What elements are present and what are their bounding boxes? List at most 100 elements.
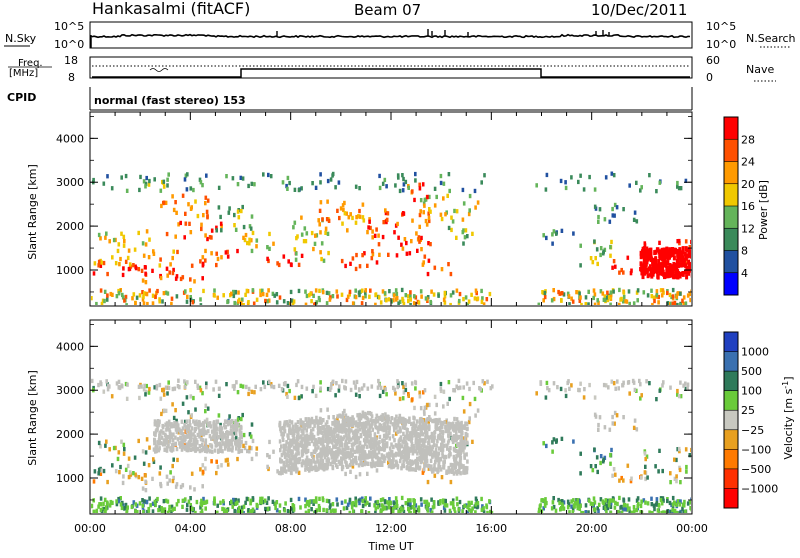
velocity-cell bbox=[181, 498, 185, 503]
power-cell bbox=[630, 268, 633, 273]
velocity-cell bbox=[409, 502, 412, 507]
velocity-cell bbox=[372, 419, 375, 424]
velocity-cell bbox=[223, 434, 227, 439]
velocity-cell bbox=[670, 502, 673, 508]
velocity-cell bbox=[382, 428, 385, 433]
velocity-cell bbox=[158, 430, 161, 435]
velocity-cell bbox=[341, 411, 345, 416]
power-cell bbox=[663, 249, 667, 255]
velocity-cell bbox=[381, 438, 385, 443]
power-cell bbox=[622, 270, 625, 275]
velocity-cell bbox=[258, 499, 262, 504]
velocity-cell bbox=[349, 459, 353, 464]
velocity-cell bbox=[394, 496, 398, 501]
power-cell bbox=[304, 239, 308, 244]
velocity-cell bbox=[110, 394, 114, 399]
velocity-cell bbox=[537, 507, 541, 512]
velocity-cell bbox=[138, 501, 142, 506]
velocity-cell bbox=[355, 445, 359, 450]
velocity-cell bbox=[146, 509, 149, 513]
velocity-cell bbox=[462, 470, 465, 475]
velocity-cell bbox=[378, 423, 382, 428]
velocity-cell bbox=[177, 430, 180, 435]
power-cell bbox=[200, 222, 203, 227]
power-cell bbox=[246, 240, 249, 246]
velocity-cell bbox=[99, 471, 103, 476]
power-cell bbox=[632, 301, 636, 305]
power-cell bbox=[401, 188, 405, 193]
power-cell bbox=[121, 295, 125, 300]
velocity-cell bbox=[464, 468, 467, 474]
velocity-cell bbox=[231, 434, 234, 439]
velocity-cell bbox=[178, 441, 181, 446]
velocity-cell bbox=[439, 381, 443, 387]
velocity-cell bbox=[450, 467, 454, 472]
power-cell bbox=[147, 182, 151, 187]
velocity-cell bbox=[462, 449, 465, 454]
velocity-cell bbox=[317, 437, 321, 442]
power-cell bbox=[172, 207, 176, 213]
velocity-cell bbox=[124, 381, 128, 387]
velocity-cell bbox=[164, 442, 167, 447]
velocity-cell bbox=[270, 384, 273, 389]
velocity-cell bbox=[151, 509, 155, 513]
velocity-cell bbox=[411, 451, 415, 456]
power-cell bbox=[326, 178, 330, 184]
velocity-cell bbox=[685, 469, 688, 474]
power-cell bbox=[358, 264, 362, 269]
velocity-cell bbox=[460, 447, 464, 453]
velocity-cell bbox=[285, 463, 288, 468]
power-cell bbox=[371, 252, 375, 257]
power-cell bbox=[328, 297, 332, 302]
velocity-cell bbox=[196, 383, 199, 388]
power-cell bbox=[416, 248, 419, 253]
velocity-cell bbox=[408, 510, 411, 513]
freq-tick-bottom: 8 bbox=[68, 71, 75, 84]
velocity-cell bbox=[310, 451, 313, 457]
velocity-cell bbox=[412, 421, 416, 426]
power-cell bbox=[349, 212, 352, 217]
velocity-cell bbox=[396, 381, 400, 386]
velocity-cell bbox=[392, 424, 396, 429]
velocity-cell bbox=[285, 458, 289, 463]
velocity-cell bbox=[423, 405, 427, 410]
velocity-cell bbox=[441, 453, 444, 459]
velocity-cell bbox=[489, 386, 493, 391]
power-colorbar-label: Power [dB] bbox=[757, 180, 770, 240]
velocity-cell bbox=[292, 467, 296, 472]
velocity-cell bbox=[459, 450, 462, 455]
power-cell bbox=[139, 174, 142, 180]
power-cell bbox=[295, 251, 298, 256]
velocity-cell bbox=[280, 387, 284, 392]
velocity-cell bbox=[361, 503, 365, 509]
power-cell bbox=[315, 300, 318, 305]
velocity-cell bbox=[341, 415, 345, 420]
power-cell bbox=[455, 209, 459, 214]
velocity-cell bbox=[381, 506, 385, 512]
velocity-cell bbox=[372, 444, 376, 450]
velocity-cell bbox=[486, 379, 489, 384]
power-cell bbox=[183, 235, 186, 240]
power-cell bbox=[226, 299, 229, 305]
power-cell bbox=[446, 193, 449, 198]
power-cell bbox=[143, 291, 146, 296]
power-cell bbox=[327, 218, 331, 223]
power-cell bbox=[241, 176, 245, 181]
power-cell bbox=[319, 172, 322, 177]
velocity-cell bbox=[318, 496, 321, 501]
velocity-cell bbox=[236, 390, 240, 395]
power-cell bbox=[599, 246, 603, 251]
velocity-cell bbox=[543, 503, 547, 508]
power-cell bbox=[345, 211, 348, 216]
power-cell bbox=[175, 274, 179, 279]
velocity-cell bbox=[288, 447, 291, 452]
velocity-cell bbox=[676, 392, 679, 397]
velocity-cell bbox=[326, 386, 330, 392]
velocity-cell bbox=[224, 446, 227, 451]
velocity-cell bbox=[453, 416, 456, 422]
velocity-cell bbox=[662, 498, 665, 503]
velocity-cell bbox=[424, 457, 428, 462]
power-cell bbox=[142, 179, 146, 184]
power-cell bbox=[580, 302, 583, 305]
